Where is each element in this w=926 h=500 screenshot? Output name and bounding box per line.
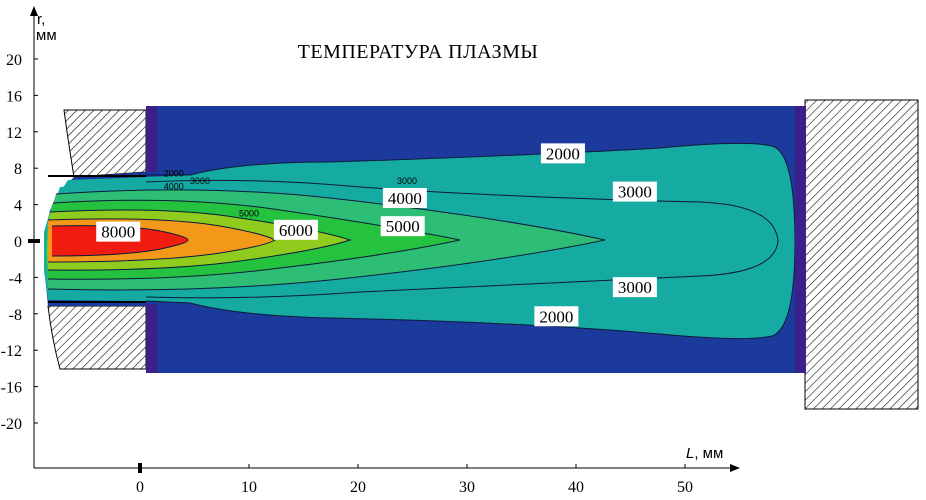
cathode-lower-hatch xyxy=(47,305,147,370)
contour-label-box xyxy=(612,181,657,202)
nozzle-lower-strip xyxy=(146,304,157,373)
y-tick-label: 4 xyxy=(14,198,22,215)
x-axis-label-unit: , мм xyxy=(694,445,723,462)
y-axis-ticks: 20 16 12 8 4 0 -4 -8 -12 -16 -20 xyxy=(1,52,38,433)
contour-label: 4000 xyxy=(388,189,422,208)
x-axis-label-symbol: L xyxy=(686,445,694,462)
y-axis-arrow xyxy=(30,6,38,16)
y-tick-label: 20 xyxy=(6,52,22,69)
x-axis-arrow xyxy=(730,464,740,472)
contour-label: 2000 xyxy=(539,307,573,326)
contour-label-box xyxy=(382,187,427,208)
y-tick-label: -8 xyxy=(9,307,22,324)
y-axis-label-symbol: r, xyxy=(37,11,45,28)
contour-label: 2000 xyxy=(546,144,580,163)
y-tick-label: 8 xyxy=(14,161,22,178)
contour-label: 5000 xyxy=(386,217,420,236)
contour-label-box xyxy=(380,216,425,237)
anode-hatch xyxy=(804,99,919,410)
contour-labels: 8000 6000 5000 4000 3000 2000 3000 2000 2000 4000… xyxy=(96,143,657,327)
x-tick-label: 30 xyxy=(459,479,475,496)
contour-label-box xyxy=(273,219,318,240)
temperature-field xyxy=(44,106,806,373)
contour-label-box xyxy=(540,143,585,164)
contour-label-small: 5000 xyxy=(239,209,259,219)
contour-label-box xyxy=(96,221,141,242)
y-tick-label: -4 xyxy=(9,270,22,287)
y-axis-label-unit: мм xyxy=(36,27,57,44)
x-tick-label: 40 xyxy=(568,479,584,496)
y-tick-label: -16 xyxy=(1,380,22,397)
contour-label: 3000 xyxy=(618,278,652,297)
contour-label-small: 2000 xyxy=(164,169,184,179)
x-tick-label: 20 xyxy=(350,479,366,496)
contour-label-box xyxy=(534,306,579,327)
anode-edge-strip xyxy=(795,106,806,373)
contour-label: 6000 xyxy=(279,221,313,240)
x-axis-label: L, мм xyxy=(686,445,723,462)
x-tick-label: 0 xyxy=(136,479,144,496)
nozzle-upper-strip xyxy=(146,106,157,172)
x-tick-label: 10 xyxy=(241,479,257,496)
y-tick-label: 0 xyxy=(14,234,22,251)
chart-title: ТЕМПЕРАТУРА ПЛАЗМЫ xyxy=(298,41,539,63)
y-tick-label: -20 xyxy=(1,416,22,433)
cathode-upper-hatch xyxy=(63,109,147,178)
contour-label: 3000 xyxy=(618,183,652,202)
contour-label-small: 3000 xyxy=(397,176,417,186)
contour-label-small: 3000 xyxy=(190,176,210,186)
y-tick-label: 16 xyxy=(6,88,22,105)
x-axis-ticks: 0 10 20 30 40 50 xyxy=(136,464,693,496)
y-tick-label: 12 xyxy=(6,125,22,142)
y-tick-label: -12 xyxy=(1,343,22,360)
contour-label: 8000 xyxy=(101,223,135,242)
contour-label-box xyxy=(612,277,657,298)
contour-label-small: 4000 xyxy=(164,181,184,191)
x-tick-label: 50 xyxy=(677,479,693,496)
